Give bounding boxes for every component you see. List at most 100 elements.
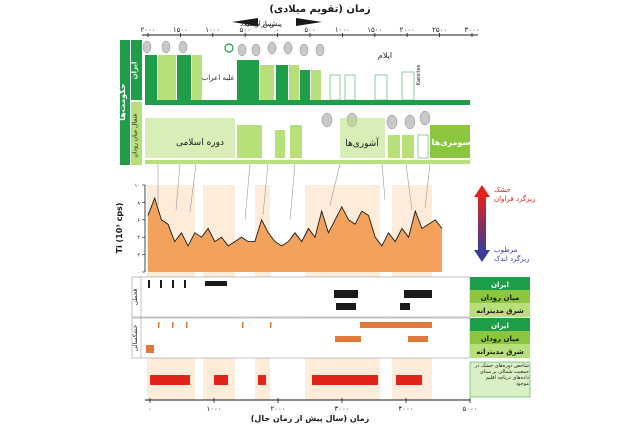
dry-period-bars (150, 375, 422, 385)
mesopotamia-bar (131, 102, 142, 165)
dust-low-label: ریزگرد اندک (494, 254, 530, 263)
top-tick-label: ۱۰۰۰ (205, 26, 220, 34)
iran-divider (145, 100, 470, 105)
meso-block (417, 134, 429, 159)
bottom-tick-label: ۵۰۰۰ (462, 405, 477, 413)
dw-mark (408, 336, 428, 342)
dw-mark (242, 322, 244, 328)
top-axis-title: زمان (تقویم میلادی) (269, 4, 371, 15)
drought-mark (184, 280, 186, 288)
top-tick-label: ۱۵۰۰ (367, 26, 382, 34)
portrait-icon (386, 114, 398, 130)
governments-label: حکومت‌ها (118, 83, 127, 121)
bottom-tick-label: ۰ (148, 405, 152, 413)
dynasty-block (344, 74, 356, 101)
y-tick-label: ۰ (137, 270, 140, 276)
top-tick-label: ۰ (276, 26, 280, 34)
era-direction-legend: پیش از میلاد پس از میلاد (232, 18, 322, 28)
dynasty-block (289, 65, 299, 100)
dry-period-bar (214, 375, 228, 385)
bc-label: پیش از میلاد (246, 20, 282, 28)
y-tick-label: ۸ (137, 200, 140, 206)
bottom-axis-ticks: ۰ ۱۰۰۰ ۲۰۰۰ ۳۰۰۰ ۴۰۰۰ ۵۰۰۰ (148, 398, 478, 413)
dynasty-block (401, 71, 415, 101)
dynasty-block (192, 55, 202, 100)
top-tick-label: ۲۵۰۰ (432, 26, 447, 34)
meso-block (237, 125, 262, 158)
portrait-icon (404, 114, 416, 130)
connector-lines (157, 163, 431, 221)
dw-mark (146, 345, 154, 353)
bottom-tick-label: ۳۰۰۰ (334, 405, 349, 413)
arab-conquest-label: غلبه اعراب (202, 74, 235, 82)
assyrian-block (340, 118, 385, 158)
top-axis-ticks: ۲۰۰۰ ۱۵۰۰ ۱۰۰۰ ۵۰۰ ۰ ۵۰۰ ۱۰۰۰ ۱۵۰۰ ۲۰۰۰ ۲۵۰۰ ۳۰۰۰ (140, 26, 480, 37)
portrait-icon (161, 40, 171, 54)
drought-label: قحطی (132, 289, 139, 306)
dynasty-block (145, 55, 157, 100)
dynasty-block (237, 60, 259, 100)
dw-mark (360, 322, 432, 328)
dust-high-label: ریزگرد فراوان (494, 194, 535, 203)
drought-mark (336, 303, 356, 310)
portrait-icon (283, 41, 293, 55)
region-iran-label: ایران (491, 281, 509, 289)
connector-line (424, 163, 431, 209)
dw-mark (186, 322, 188, 328)
top-tick-label: ۱۰۰۰ (335, 26, 350, 34)
connector-line (289, 163, 296, 221)
region-mesopotamia (470, 290, 530, 303)
portrait-icon (419, 110, 431, 126)
drought-mark (160, 280, 162, 288)
ti-line (147, 196, 443, 247)
connector-line (175, 163, 181, 211)
dust-gradient-bar (478, 196, 486, 251)
legend-note-text: شاخص دوره‌های خشک در جمعیت شمالی بر مبنا… (474, 363, 529, 387)
kassites-label: Kassites (416, 64, 422, 85)
iran-label: ایران (131, 62, 139, 80)
crescent-icon (224, 43, 234, 53)
dry-tag: خشک (494, 186, 511, 194)
drought-wet-regions: ایران میان رودان شرق مدیترانه (470, 318, 530, 358)
drought-side (131, 276, 142, 318)
connector-line (405, 163, 413, 211)
drought-mark (404, 290, 432, 298)
portrait-icon (237, 43, 247, 57)
portrait-icon (299, 43, 309, 57)
islamic-period-label: دوره اسلامی (176, 138, 224, 148)
dynasty-block (329, 74, 341, 101)
drought-mark (334, 290, 358, 298)
y-tick-label: ۶ (137, 218, 140, 224)
iran-dynasty-blocks (145, 55, 415, 101)
region-mesopotamia-label: میان رودان (481, 294, 520, 302)
meso-block (402, 135, 414, 158)
mesopotamia-divider (145, 160, 470, 164)
drought-mark (400, 303, 410, 310)
top-tick-label: ۵۰۰ (240, 26, 251, 34)
y-axis-ticks: ۰ ۲ ۴ ۶ ۸ ۱۰ (135, 183, 145, 276)
legend-note-box (469, 361, 531, 398)
dry-period-bar (258, 375, 266, 385)
ad-arrow-icon (296, 18, 322, 26)
dry-arrow-icon (474, 185, 490, 197)
dw-mark (158, 322, 160, 328)
mesopotamia-label: شمال میان رودان (132, 113, 139, 157)
connector-line (244, 163, 251, 221)
connector-line (262, 163, 269, 216)
ad-label: پس از میلاد (240, 20, 274, 28)
sumerian-block (430, 125, 470, 158)
top-tick-label: ۲۰۰۰ (140, 26, 155, 34)
portrait-icon (315, 43, 325, 57)
sumerians-label: سومری‌ها (432, 138, 471, 147)
portrait-icon (321, 112, 333, 128)
meso-block (290, 125, 302, 158)
islamic-period-block (145, 118, 235, 158)
region-iran (470, 318, 530, 331)
bc-arrow-icon (232, 18, 258, 26)
region-mesopotamia-label: میان رودان (481, 335, 520, 343)
dynasty-block (311, 70, 321, 100)
drought-mark (172, 280, 174, 288)
region-iran (470, 277, 530, 290)
